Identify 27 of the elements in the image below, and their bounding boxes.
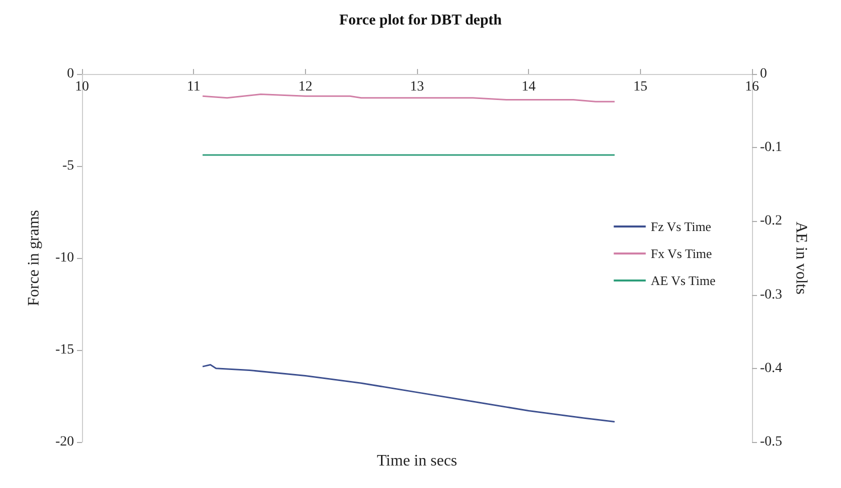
line-series xyxy=(202,364,616,423)
x-tick-label: 14 xyxy=(522,80,536,94)
chart-title: Force plot for DBT depth xyxy=(339,12,502,28)
y2-tick-label: -0.3 xyxy=(760,287,782,302)
x-tick-label: 10 xyxy=(75,80,89,94)
legend-label: AE Vs Time xyxy=(650,273,716,288)
y2-tick-label: 0 xyxy=(760,66,767,82)
x-tick-label: 12 xyxy=(298,80,312,94)
y2-axis-title: AE in volts xyxy=(792,222,810,294)
y-tick-label: -5 xyxy=(62,158,74,174)
y-tick-label: -15 xyxy=(55,342,74,358)
line-series xyxy=(202,93,616,102)
y-tick-label: 0 xyxy=(67,66,74,82)
x-tick-label: 15 xyxy=(633,80,648,94)
x-tick-label: 13 xyxy=(410,80,424,94)
y2-tick-label: -0.1 xyxy=(760,140,782,156)
y2-tick-label: -0.4 xyxy=(760,360,782,376)
x-axis-title: Time in secs xyxy=(376,452,458,470)
y-axis-title: Force in grams xyxy=(26,210,42,306)
x-tick-label: 16 xyxy=(745,80,759,94)
legend-label: Fx Vs Time xyxy=(650,246,712,261)
y-tick-label: -10 xyxy=(55,250,74,266)
legend-label: Fz Vs Time xyxy=(650,219,712,234)
x-tick-label: 11 xyxy=(186,80,200,94)
y-tick-label: -20 xyxy=(55,434,74,450)
y2-tick-label: -0.2 xyxy=(760,214,782,229)
y2-tick-label: -0.5 xyxy=(760,434,782,450)
